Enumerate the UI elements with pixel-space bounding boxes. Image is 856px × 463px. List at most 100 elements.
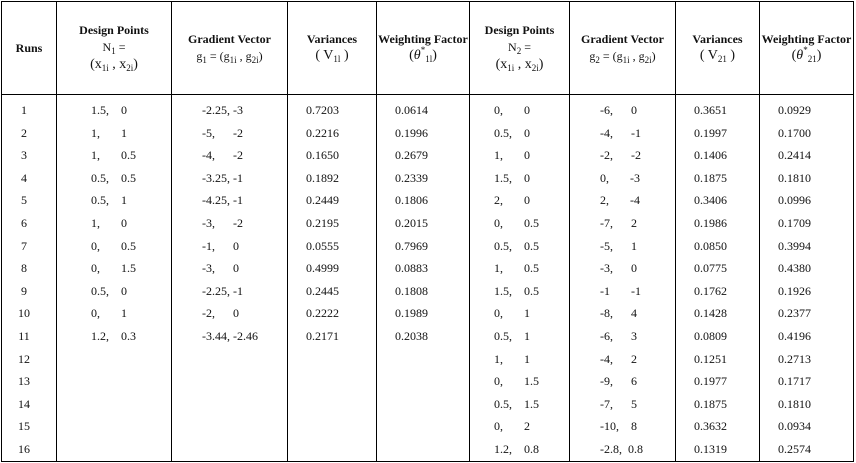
design-point-2-cell: 1.2, 0.8: [469, 437, 570, 462]
design-point-1-cell: [56, 437, 172, 462]
header-weighting-factor-1: Weighting Factor (θ*1l): [376, 1, 470, 95]
design-point-2-cell: 1, 0.5: [469, 257, 570, 280]
run-number-cell: 11: [1, 324, 57, 348]
gradient-vector-2-cell: -5, 1: [569, 234, 676, 258]
table-row: 8 0, 1.5 -3, 0 0.4999 0.0883 1, 0.5 -3, 0 0.077…: [1, 257, 854, 280]
design-point-1-cell: 1, 1: [56, 121, 172, 145]
design-point-1-cell: 0.5, 0.5: [56, 166, 172, 190]
gradient-vector-1-cell: -2.25, -1: [171, 279, 288, 303]
weighting-factor-2-cell: 0.2414: [759, 144, 854, 167]
run-number-cell: 7: [1, 234, 57, 258]
variance-2-cell: 0.0775: [675, 257, 760, 280]
header-weighting-factor-2: Weighting Factor (θ*21): [759, 1, 854, 95]
design-point-2-cell: 0.5, 0.5: [469, 234, 570, 258]
design-point-1-cell: [56, 415, 172, 438]
variance-1-cell: 0.2449: [287, 189, 377, 212]
gradient-vector-2-cell: -4, 2: [569, 347, 676, 371]
weighting-factor-1-cell: [376, 347, 470, 371]
weighting-factor-2-cell: 0.3994: [759, 234, 854, 258]
design-point-2-cell: 1.5, 0.5: [469, 279, 570, 303]
variance-1-cell: 0.2195: [287, 211, 377, 235]
design-point-1-cell: 0.5, 0: [56, 279, 172, 303]
design-point-2-cell: 1, 0: [469, 144, 570, 167]
variance-1-cell: 0.2216: [287, 121, 377, 145]
variance-2-cell: 0.1875: [675, 392, 760, 416]
table-row: 10 0, 1 -2, 0 0.2222 0.1989 0, 1 -8, 4 0.1428 0.…: [1, 302, 854, 325]
weighting-factor-2-cell: 0.0996: [759, 189, 854, 212]
header-variances-1: Variances ( V1l ): [287, 1, 377, 95]
design-point-1-cell: 1, 0.5: [56, 144, 172, 167]
weighting-factor-1-cell: 0.0614: [376, 94, 470, 122]
header-design-points-2: Design Points N2 = (x1i , x2i): [469, 1, 570, 95]
table-body: 1 1.5, 0 -2.25, -3 0.7203 0.0614 0, 0 -6, 0 0.3…: [1, 94, 854, 462]
table-row: 3 1, 0.5 -4, -2 0.1650 0.2679 1, 0 -2, -2 0.140…: [1, 144, 854, 167]
weighting-factor-2-cell: 0.2574: [759, 437, 854, 462]
gradient-vector-2-cell: -3, 0: [569, 257, 676, 280]
weighting-factor-2-cell: 0.0929: [759, 94, 854, 122]
variance-2-cell: 0.1997: [675, 121, 760, 145]
header-runs: Runs: [1, 1, 57, 95]
variance-1-cell: 0.1650: [287, 144, 377, 167]
gradient-vector-2-cell: 0, -3: [569, 166, 676, 190]
weighting-factor-1-cell: [376, 370, 470, 393]
weighting-factor-2-cell: 0.0934: [759, 415, 854, 438]
weighting-factor-1-cell: 0.2339: [376, 166, 470, 190]
design-point-1-cell: 1.2, 0.3: [56, 324, 172, 348]
header-gradient-vector-2: Gradient Vector g2 = (g1i , g2i): [569, 1, 676, 95]
variance-1-cell: 0.2222: [287, 302, 377, 325]
table-header: Runs Design Points N1 = (x1i , x2i) Grad…: [1, 1, 854, 95]
design-point-2-cell: 0.5, 1: [469, 324, 570, 348]
variance-1-cell: [287, 392, 377, 416]
variance-2-cell: 0.1875: [675, 166, 760, 190]
gradient-vector-1-cell: [171, 392, 288, 416]
variance-2-cell: 0.3406: [675, 189, 760, 212]
gradient-vector-2-cell: -9, 6: [569, 370, 676, 393]
design-point-2-cell: 1.5, 0: [469, 166, 570, 190]
design-point-2-cell: 1, 1: [469, 347, 570, 371]
table-row: 6 1, 0 -3, -2 0.2195 0.2015 0, 0.5 -7, 2 0.1986…: [1, 211, 854, 235]
design-point-1-cell: [56, 392, 172, 416]
design-point-1-cell: 1.5, 0: [56, 94, 172, 122]
table-row: 12 1, 1 -4, 2 0.1251 0.2713: [1, 347, 854, 371]
table-row: 4 0.5, 0.5 -3.25, -1 0.1892 0.2339 1.5, 0 0, -…: [1, 166, 854, 190]
gradient-vector-2-cell: -4, -1: [569, 121, 676, 145]
variance-1-cell: 0.7203: [287, 94, 377, 122]
gradient-vector-1-cell: -1, 0: [171, 234, 288, 258]
weighting-factor-1-cell: 0.1808: [376, 279, 470, 303]
run-number-cell: 6: [1, 211, 57, 235]
variance-1-cell: 0.0555: [287, 234, 377, 258]
variance-2-cell: 0.1762: [675, 279, 760, 303]
weighting-factor-2-cell: 0.2377: [759, 302, 854, 325]
design-point-1-cell: 0.5, 1: [56, 189, 172, 212]
variance-2-cell: 0.1977: [675, 370, 760, 393]
variance-2-cell: 0.0809: [675, 324, 760, 348]
design-point-2-cell: 2, 0: [469, 189, 570, 212]
table-row: 13 0, 1.5 -9, 6 0.1977 0.1717: [1, 370, 854, 393]
gradient-vector-1-cell: -3.25, -1: [171, 166, 288, 190]
variance-2-cell: 0.3632: [675, 415, 760, 438]
gradient-vector-1-cell: -3, -2: [171, 211, 288, 235]
run-number-cell: 2: [1, 121, 57, 145]
design-point-2-cell: 0, 0.5: [469, 211, 570, 235]
table-row: 7 0, 0.5 -1, 0 0.0555 0.7969 0.5, 0.5 -5, 1 0.0…: [1, 234, 854, 258]
gradient-vector-2-cell: -2, -2: [569, 144, 676, 167]
weighting-factor-2-cell: 0.1709: [759, 211, 854, 235]
variance-2-cell: 0.1319: [675, 437, 760, 462]
gradient-vector-2-cell: -10, 8: [569, 415, 676, 438]
design-point-1-cell: 0, 1.5: [56, 257, 172, 280]
variance-1-cell: 0.1892: [287, 166, 377, 190]
run-number-cell: 5: [1, 189, 57, 212]
design-point-1-cell: [56, 347, 172, 371]
run-number-cell: 1: [1, 94, 57, 122]
weighting-factor-1-cell: 0.0883: [376, 257, 470, 280]
variance-1-cell: [287, 415, 377, 438]
gradient-vector-2-cell: -6, 0: [569, 94, 676, 122]
gradient-vector-1-cell: -2.25, -3: [171, 94, 288, 122]
table-row: 11 1.2, 0.3 -3.44, -2.46 0.2171 0.2038 0.5, 1…: [1, 324, 854, 348]
variance-1-cell: 0.2445: [287, 279, 377, 303]
design-point-2-cell: 0, 1.5: [469, 370, 570, 393]
design-point-2-cell: 0.5, 1.5: [469, 392, 570, 416]
run-number-cell: 13: [1, 370, 57, 393]
gradient-vector-2-cell: -2.8, 0.8: [569, 437, 676, 462]
design-point-1-cell: [56, 370, 172, 393]
